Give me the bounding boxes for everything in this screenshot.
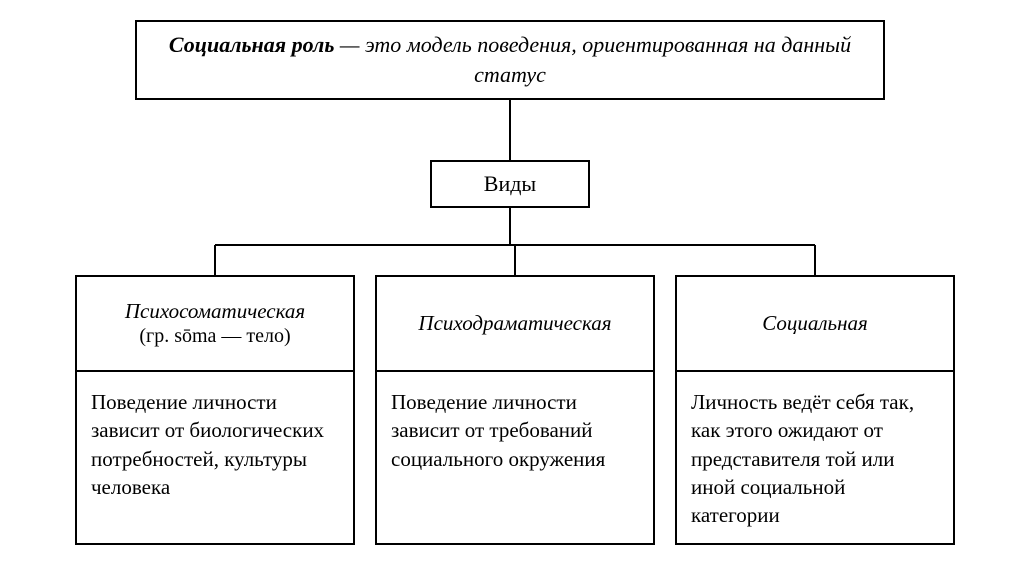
- head-main: Социальная: [762, 310, 868, 336]
- column-desc: Личность ведёт себя так, как этого ожи­д…: [675, 370, 955, 545]
- head-main: Психодрама­тическая: [418, 310, 611, 336]
- types-label-box: Виды: [430, 160, 590, 208]
- column-head: Социальная: [675, 275, 955, 370]
- column-desc: Поведение лич­ности зависит от требовани…: [375, 370, 655, 545]
- head-note: (гр. sōma — тело): [139, 324, 290, 349]
- column-psychosomatic: Психосоматическая (гр. sōma — тело) Пове…: [75, 275, 355, 545]
- head-main: Психосоматическая: [125, 298, 305, 324]
- column-head: Психодрама­тическая: [375, 275, 655, 370]
- column-desc: Поведение личности зависит от биологи­че…: [75, 370, 355, 545]
- column-head: Психосоматическая (гр. sōma — тело): [75, 275, 355, 370]
- definition-text: — это модель поведения, ориентированная …: [340, 32, 851, 87]
- column-psychodramatic: Психодрама­тическая Поведение лич­ности …: [375, 275, 655, 545]
- column-social: Социальная Личность ведёт себя так, как …: [675, 275, 955, 545]
- definition-box: Социальная роль — это модель поведения, …: [135, 20, 885, 100]
- types-label: Виды: [484, 171, 536, 197]
- term: Социальная роль: [169, 32, 334, 57]
